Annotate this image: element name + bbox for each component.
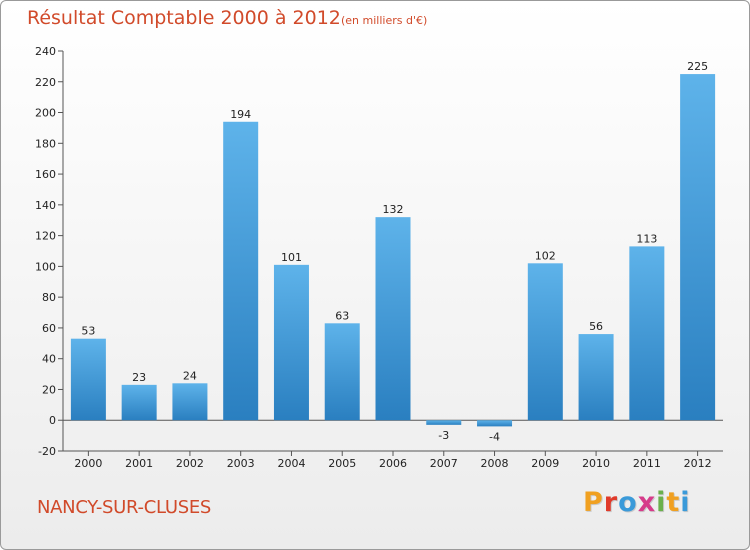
data-label: 225 — [687, 60, 708, 73]
bar-2006 — [375, 217, 411, 421]
data-label: 24 — [183, 369, 197, 382]
x-tick-label: 2002 — [176, 457, 204, 470]
y-tick-label: 100 — [35, 260, 56, 273]
logo-letter: i — [656, 487, 667, 518]
bars — [70, 74, 716, 427]
y-tick-label: 40 — [42, 353, 56, 366]
proxiti-logo[interactable]: Proxiti — [583, 487, 691, 518]
x-tick-label: 2011 — [633, 457, 661, 470]
data-label: 102 — [535, 249, 556, 262]
y-tick-label: 140 — [35, 199, 56, 212]
x-tick-label: 2006 — [379, 457, 407, 470]
bar-2000 — [70, 338, 106, 421]
y-tick-label: -20 — [38, 445, 56, 458]
bar-2001 — [121, 384, 157, 421]
y-tick-label: 240 — [35, 45, 56, 58]
bar-2011 — [629, 246, 665, 421]
y-tick-label: 220 — [35, 76, 56, 89]
data-label: 63 — [335, 309, 349, 322]
chart-subtitle: (en milliers d'€) — [341, 14, 428, 27]
data-label: 132 — [383, 203, 404, 216]
bar-2012 — [680, 74, 716, 421]
logo-letter: t — [666, 487, 681, 518]
data-label: 101 — [281, 251, 302, 264]
x-tick-label: 2005 — [328, 457, 356, 470]
y-tick-label: 80 — [42, 291, 56, 304]
bar-2004 — [273, 264, 309, 421]
logo-letter: P — [583, 487, 604, 518]
y-tick-label: 200 — [35, 107, 56, 120]
logo-letter: i — [680, 487, 691, 518]
bar-2008 — [477, 420, 513, 427]
x-tick-label: 2000 — [74, 457, 102, 470]
data-labels: 53 23 24 194 101 63 132 -3 -4 102 56 113 225 — [81, 60, 708, 443]
chart-title: Résultat Comptable 2000 à 2012 — [27, 7, 341, 29]
y-tick-label: 60 — [42, 322, 56, 335]
data-label: 194 — [230, 108, 251, 121]
data-label: 56 — [589, 320, 603, 333]
logo-letter: x — [637, 487, 657, 518]
bar-2002 — [172, 383, 208, 421]
x-tick-label: 2004 — [277, 457, 305, 470]
logo-letter: o — [618, 487, 638, 518]
y-tick-label: 0 — [49, 414, 56, 427]
data-label: 113 — [636, 232, 657, 245]
x-tick-label: 2008 — [481, 457, 509, 470]
x-tick-label: 2010 — [582, 457, 610, 470]
y-tick-label: 180 — [35, 137, 56, 150]
bar-2003 — [223, 121, 259, 421]
y-tick-label: 20 — [42, 383, 56, 396]
y-tick-label: 120 — [35, 230, 56, 243]
x-tick-label: 2009 — [531, 457, 559, 470]
x-tick-label: 2003 — [227, 457, 255, 470]
bar-2005 — [324, 323, 360, 421]
x-tick-label: 2001 — [125, 457, 153, 470]
x-tick-label: 2012 — [684, 457, 712, 470]
axes: -20 0 20 40 60 80 100 120 140 160 180 200 220 240 2000… — [35, 45, 723, 470]
data-label: 23 — [132, 371, 146, 384]
bar-2007 — [426, 420, 462, 425]
x-tick-label: 2007 — [430, 457, 458, 470]
data-label: -4 — [489, 430, 500, 443]
y-tick-label: 160 — [35, 168, 56, 181]
bar-2009 — [527, 263, 563, 421]
data-label: 53 — [81, 325, 95, 338]
bar-2010 — [578, 334, 614, 421]
data-label: -3 — [438, 429, 449, 442]
logo-letter: r — [603, 487, 619, 518]
commune-name: NANCY-SUR-CLUSES — [37, 497, 212, 518]
